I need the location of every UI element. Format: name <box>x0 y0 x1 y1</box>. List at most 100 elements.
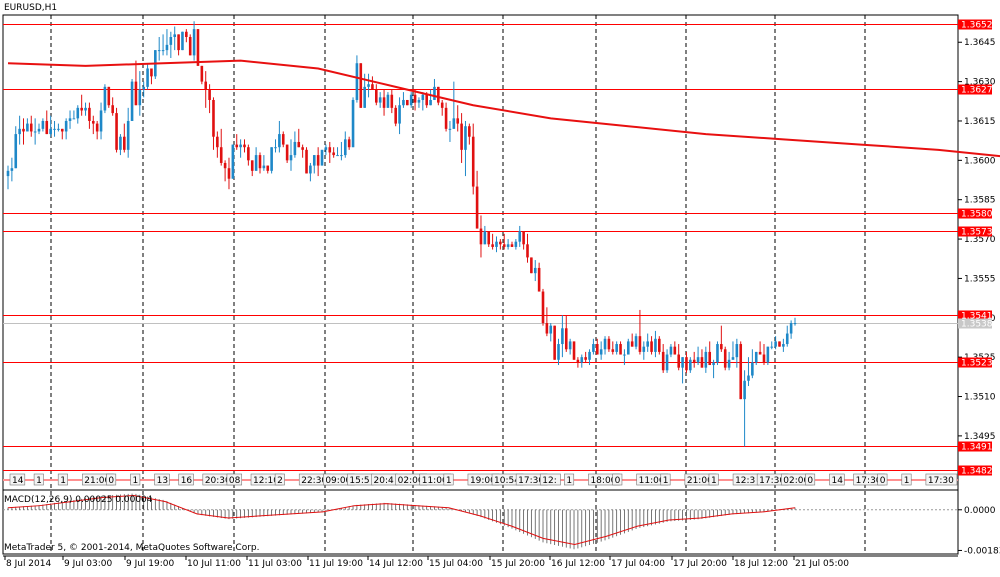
session-label: 1 <box>446 476 452 486</box>
candle-body <box>386 94 390 108</box>
candle-body <box>731 357 735 360</box>
candle-body <box>685 357 688 371</box>
candle-body <box>115 113 118 150</box>
candle-body <box>770 346 774 348</box>
session-label: 22:30 <box>301 476 327 486</box>
macd-signal-line <box>7 494 796 546</box>
session-label: 2 <box>277 476 283 486</box>
candle-body <box>258 155 262 169</box>
candle-body <box>316 155 320 166</box>
candle-body <box>22 128 25 132</box>
session-label: 0 <box>108 476 114 486</box>
candle-body <box>572 341 576 360</box>
x-tick-label: 17 Jul 04:00 <box>611 559 665 569</box>
session-label: 02:00 <box>398 476 424 486</box>
candle-body <box>634 336 638 347</box>
candle-body <box>793 323 797 325</box>
candle-body <box>487 231 491 245</box>
session-label: 14 <box>12 476 24 486</box>
candle-body <box>696 357 700 363</box>
candle-body <box>219 147 223 163</box>
candle-body <box>576 359 580 363</box>
session-label: 20:30 <box>205 476 231 486</box>
candle-body <box>161 50 165 52</box>
candle-body <box>704 351 708 368</box>
candle-body <box>623 354 626 356</box>
level-price-label: 1.3573 <box>961 228 993 238</box>
session-label: 12:3 <box>735 476 755 486</box>
candle-body <box>553 325 556 360</box>
x-tick-label: 8 Jul 2014 <box>6 559 51 569</box>
candle-body <box>309 165 312 174</box>
candle-body <box>363 86 366 108</box>
candle-body <box>502 244 506 247</box>
candle-body <box>774 341 777 347</box>
candle-body <box>673 346 677 355</box>
session-label: 11:00 <box>422 476 448 486</box>
candle-body <box>270 147 273 171</box>
session-label: 21:00 <box>84 476 110 486</box>
session-label-box <box>226 473 243 486</box>
session-label-box <box>829 473 845 486</box>
candle-body <box>437 86 440 103</box>
candle-body <box>367 84 370 87</box>
candle-body <box>456 118 460 124</box>
candle-body <box>611 349 615 352</box>
session-label-box <box>708 473 719 486</box>
chart-title: EURUSD,H1 <box>4 3 58 13</box>
session-label: 17:30 <box>518 476 544 486</box>
candle-body <box>6 170 10 177</box>
x-tick-label: 11 Jul 03:00 <box>248 559 302 569</box>
candle-body <box>615 344 618 352</box>
session-label: 17:30 <box>928 476 954 486</box>
candle-body <box>751 362 754 376</box>
x-tick-label: 18 Jul 12:00 <box>734 559 788 569</box>
candle-body <box>743 380 746 400</box>
session-label: 10:54 <box>494 476 520 486</box>
candle-body <box>84 107 87 111</box>
candle-body <box>320 149 324 166</box>
candle-body <box>727 359 731 368</box>
candle-body <box>375 89 378 103</box>
candle-body <box>530 257 533 274</box>
candle-body <box>448 128 452 130</box>
level-price-label: 1.3541 <box>961 312 993 322</box>
candle-body <box>297 141 301 148</box>
level-price-tag <box>958 441 992 452</box>
candle-body <box>88 107 91 121</box>
session-label: 1 <box>133 476 139 486</box>
x-tick-label: 16 Jul 12:00 <box>551 559 605 569</box>
session-label: 12: <box>542 476 556 486</box>
candle-body <box>293 141 297 156</box>
y-tick-label: 1.3600 <box>964 156 996 166</box>
candle-body <box>607 338 611 350</box>
session-label: 1 <box>566 476 572 486</box>
candle-body <box>227 168 231 179</box>
current-price-label: 1.3538 <box>961 320 993 330</box>
candle-body <box>650 341 653 352</box>
candle-body <box>669 346 673 355</box>
candle-body <box>479 228 483 245</box>
candle-body <box>68 118 72 121</box>
candle-body <box>126 120 130 150</box>
candle-body <box>471 136 475 187</box>
candle-body <box>642 346 646 352</box>
macd-frame <box>2 489 959 555</box>
candle-body <box>677 354 680 368</box>
candle-body <box>26 123 29 132</box>
candle-body <box>382 97 386 108</box>
x-tick-label: 15 Jul 04:00 <box>429 559 483 569</box>
session-label: 13 <box>157 476 168 486</box>
candle-body <box>421 94 425 100</box>
level-price-tag <box>958 19 992 30</box>
session-label: 17:30 <box>759 476 785 486</box>
candle-body <box>526 244 529 258</box>
candle-body <box>549 325 553 334</box>
candle-body <box>301 147 304 150</box>
candle-body <box>254 155 258 171</box>
candle-body <box>483 231 487 245</box>
session-label: 19:00 <box>470 476 496 486</box>
candle-body <box>495 241 498 247</box>
